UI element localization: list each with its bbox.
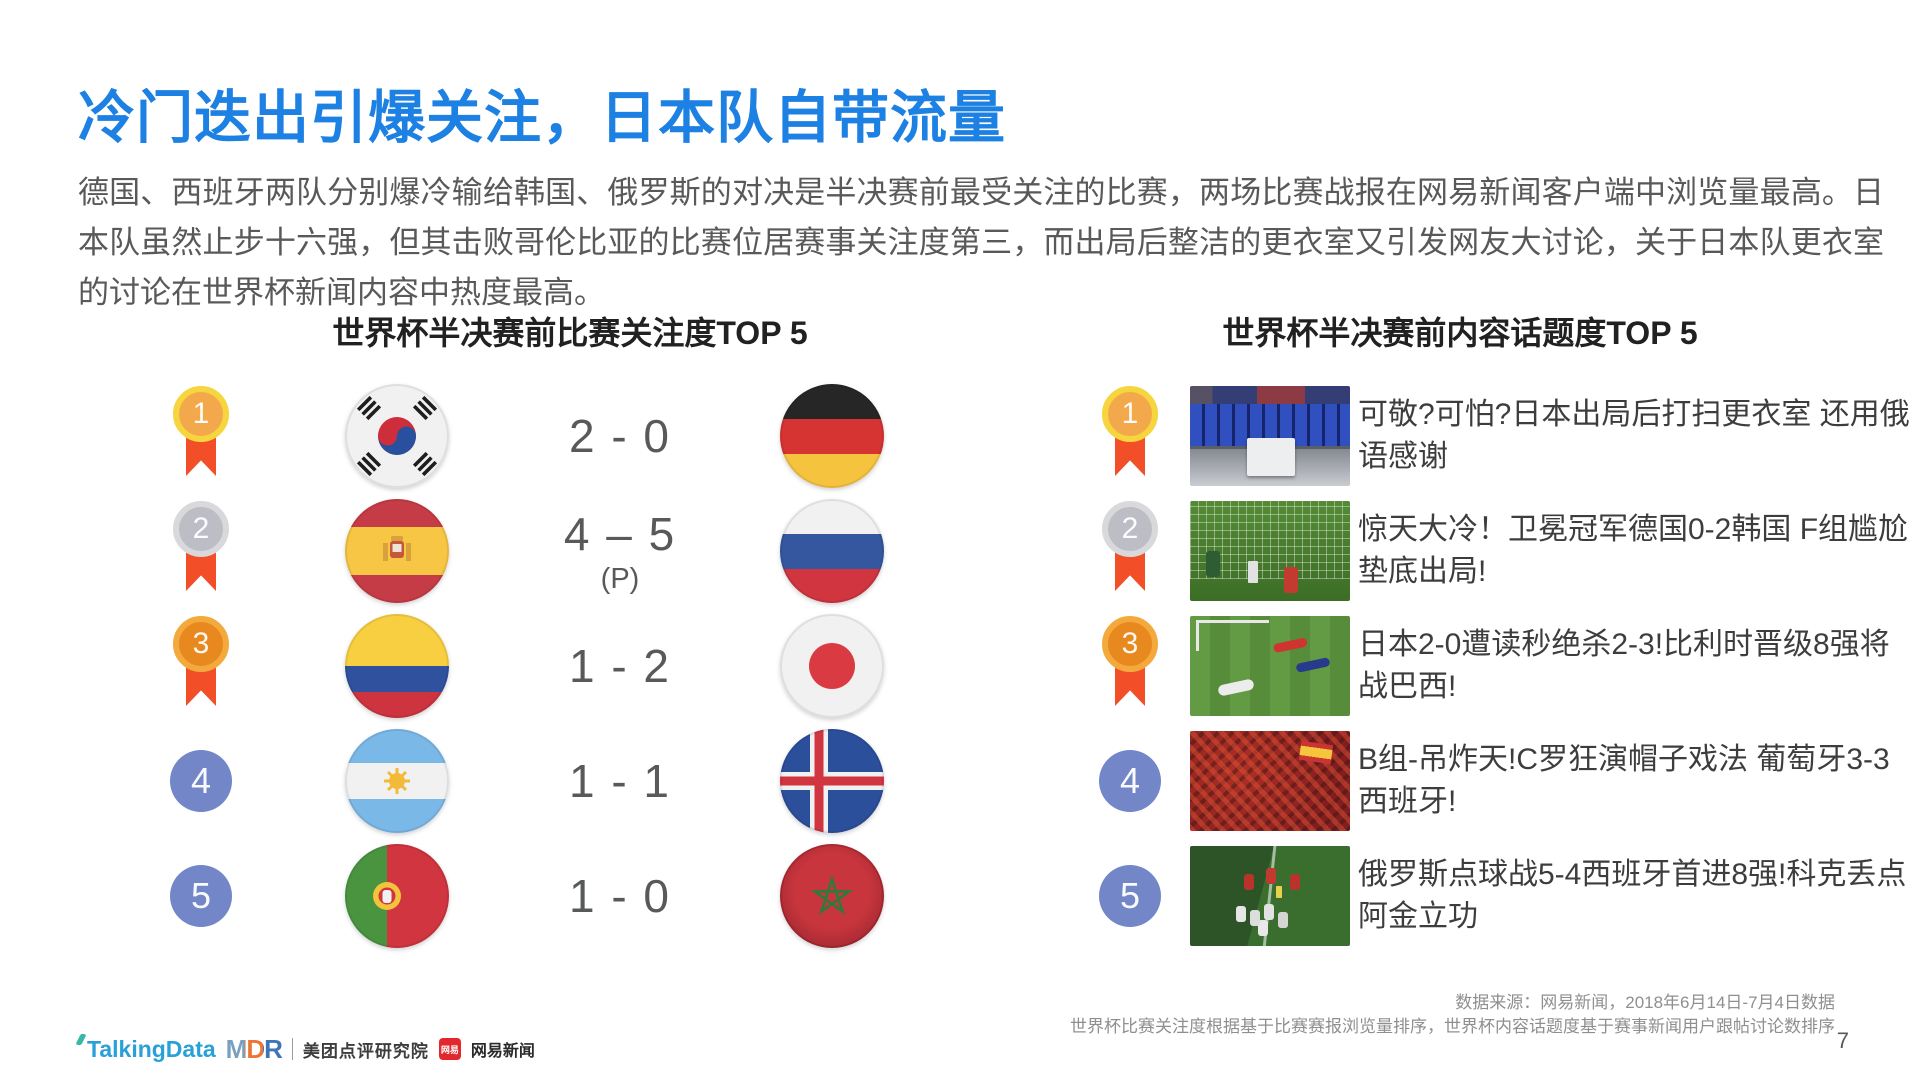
match-row: 3 1 - 2 xyxy=(0,609,1921,723)
news-thumbnail-goal-net xyxy=(1190,501,1350,601)
news-thumbnail-locker-room xyxy=(1190,386,1350,486)
medal-rank-number: 2 xyxy=(173,501,229,557)
logo-divider xyxy=(291,1038,293,1060)
match-score: 1 - 1 xyxy=(517,724,723,838)
match-row: 5 1 - 0 xyxy=(0,839,1921,953)
rank-2-silver-medal-icon: 2 xyxy=(173,501,229,599)
score-value: 4 – 5 xyxy=(563,507,677,560)
match-score: 2 - 0 xyxy=(517,379,723,493)
news-thumbnail-pitch-players xyxy=(1190,616,1350,716)
topic-row: 3 日本2-0遭读秒绝杀2-3!比利时晋级8强将战巴西! xyxy=(0,609,1921,723)
data-source-note: 数据来源：网易新闻，2018年6月14日-7月4日数据 xyxy=(1455,993,1835,1012)
medal-rank-number: 2 xyxy=(1102,501,1158,557)
rank-4-circle-badge: 4 xyxy=(1099,750,1161,812)
topic-row: 4 B组-吊炸天!C罗狂演帽子戏法 葡萄牙3-3西班牙! xyxy=(0,724,1921,838)
medal-rank-number: 3 xyxy=(1102,616,1158,672)
rank-5-circle-badge: 5 xyxy=(1099,865,1161,927)
rank-5-circle-badge: 5 xyxy=(170,865,232,927)
talkingdata-tick-icon xyxy=(75,1033,87,1045)
methodology-note: 世界杯比赛关注度根据基于比赛赛报浏览量排序，世界杯内容话题度基于赛事新闻用户跟帖… xyxy=(1070,1017,1835,1036)
rank-3-bronze-medal-icon: 3 xyxy=(1102,616,1158,714)
flag-colombia-icon xyxy=(345,614,449,718)
talkingdata-wordmark: TalkingData xyxy=(87,1035,216,1062)
rank-4-circle-badge: 4 xyxy=(170,750,232,812)
rank-3-bronze-medal-icon: 3 xyxy=(173,616,229,714)
flag-japan-icon xyxy=(780,614,884,718)
match-row: 1 2 - 0 xyxy=(0,379,1921,493)
match-score: 1 - 2 xyxy=(517,609,723,723)
match-score: 4 – 5 (P) xyxy=(517,494,723,608)
news-thumbnail-penalty-celebration xyxy=(1190,846,1350,946)
footer-logos: TalkingData MDR 美团点评研究院 网易 网易新闻 xyxy=(75,1033,535,1064)
news-headline: 俄罗斯点球战5-4西班牙首进8强!科克丢点阿金立功 xyxy=(1358,858,1907,933)
rank-1-gold-medal-icon: 1 xyxy=(173,386,229,484)
medal-rank-number: 1 xyxy=(173,386,229,442)
netease-app-icon: 网易 xyxy=(438,1038,461,1060)
news-thumbnail-red-crowd xyxy=(1190,731,1350,831)
meituan-research-label: 美团点评研究院 xyxy=(302,1041,429,1061)
rank-2-silver-medal-icon: 2 xyxy=(1102,501,1158,599)
topic-row: 5 俄罗斯点球战5-4西班牙首进8强!科克丢点阿金立功 xyxy=(0,839,1921,953)
flag-russia-icon xyxy=(780,499,884,603)
topic-ranking-title: 世界杯半决赛前内容话题度TOP 5 xyxy=(1222,315,1698,351)
rank-1-gold-medal-icon: 1 xyxy=(1102,386,1158,484)
flag-germany-icon xyxy=(780,384,884,488)
medal-rank-number: 1 xyxy=(1102,386,1158,442)
flag-iceland-icon xyxy=(780,729,884,833)
score-penalty-note: (P) xyxy=(600,562,640,595)
page-number: 7 xyxy=(1836,1028,1849,1053)
flag-south-korea-icon xyxy=(345,384,449,488)
talkingdata-logo: TalkingData xyxy=(75,1033,216,1063)
match-ranking-title: 世界杯半决赛前比赛关注度TOP 5 xyxy=(332,315,808,351)
score-value: 1 - 1 xyxy=(568,755,672,807)
score-value: 1 - 2 xyxy=(568,640,672,692)
topic-row: 1 可敬?可怕?日本出局后打扫更衣室 还用俄语感谢 xyxy=(0,379,1921,493)
topic-row: 2 惊天大冷！卫冕冠军德国0-2韩国 F组尴尬垫底出局! xyxy=(0,494,1921,608)
news-headline: 可敬?可怕?日本出局后打扫更衣室 还用俄语感谢 xyxy=(1358,398,1910,473)
match-score: 1 - 0 xyxy=(517,839,723,953)
match-row: 4 1 - 1 xyxy=(0,724,1921,838)
match-row: 2 4 – 5 (P) xyxy=(0,494,1921,608)
netease-news-label: 网易新闻 xyxy=(470,1043,535,1060)
intro-paragraph: 德国、西班牙两队分别爆冷输给韩国、俄罗斯的对决是半决赛前最受关注的比赛，两场比赛… xyxy=(78,175,1884,310)
medal-rank-number: 3 xyxy=(173,616,229,672)
news-headline: B组-吊炸天!C罗狂演帽子戏法 葡萄牙3-3西班牙! xyxy=(1358,743,1890,818)
flag-argentina-icon xyxy=(345,729,449,833)
flag-spain-icon xyxy=(345,499,449,603)
score-value: 1 - 0 xyxy=(568,870,672,922)
score-value: 2 - 0 xyxy=(568,410,672,462)
flag-portugal-icon xyxy=(345,844,449,948)
news-headline: 惊天大冷！卫冕冠军德国0-2韩国 F组尴尬垫底出局! xyxy=(1358,513,1909,588)
flag-morocco-icon xyxy=(780,844,884,948)
mdr-logo: MDR xyxy=(225,1033,283,1064)
news-headline: 日本2-0遭读秒绝杀2-3!比利时晋级8强将战巴西! xyxy=(1358,628,1890,703)
page-title: 冷门迭出引爆关注，日本队自带流量 xyxy=(78,86,1006,150)
